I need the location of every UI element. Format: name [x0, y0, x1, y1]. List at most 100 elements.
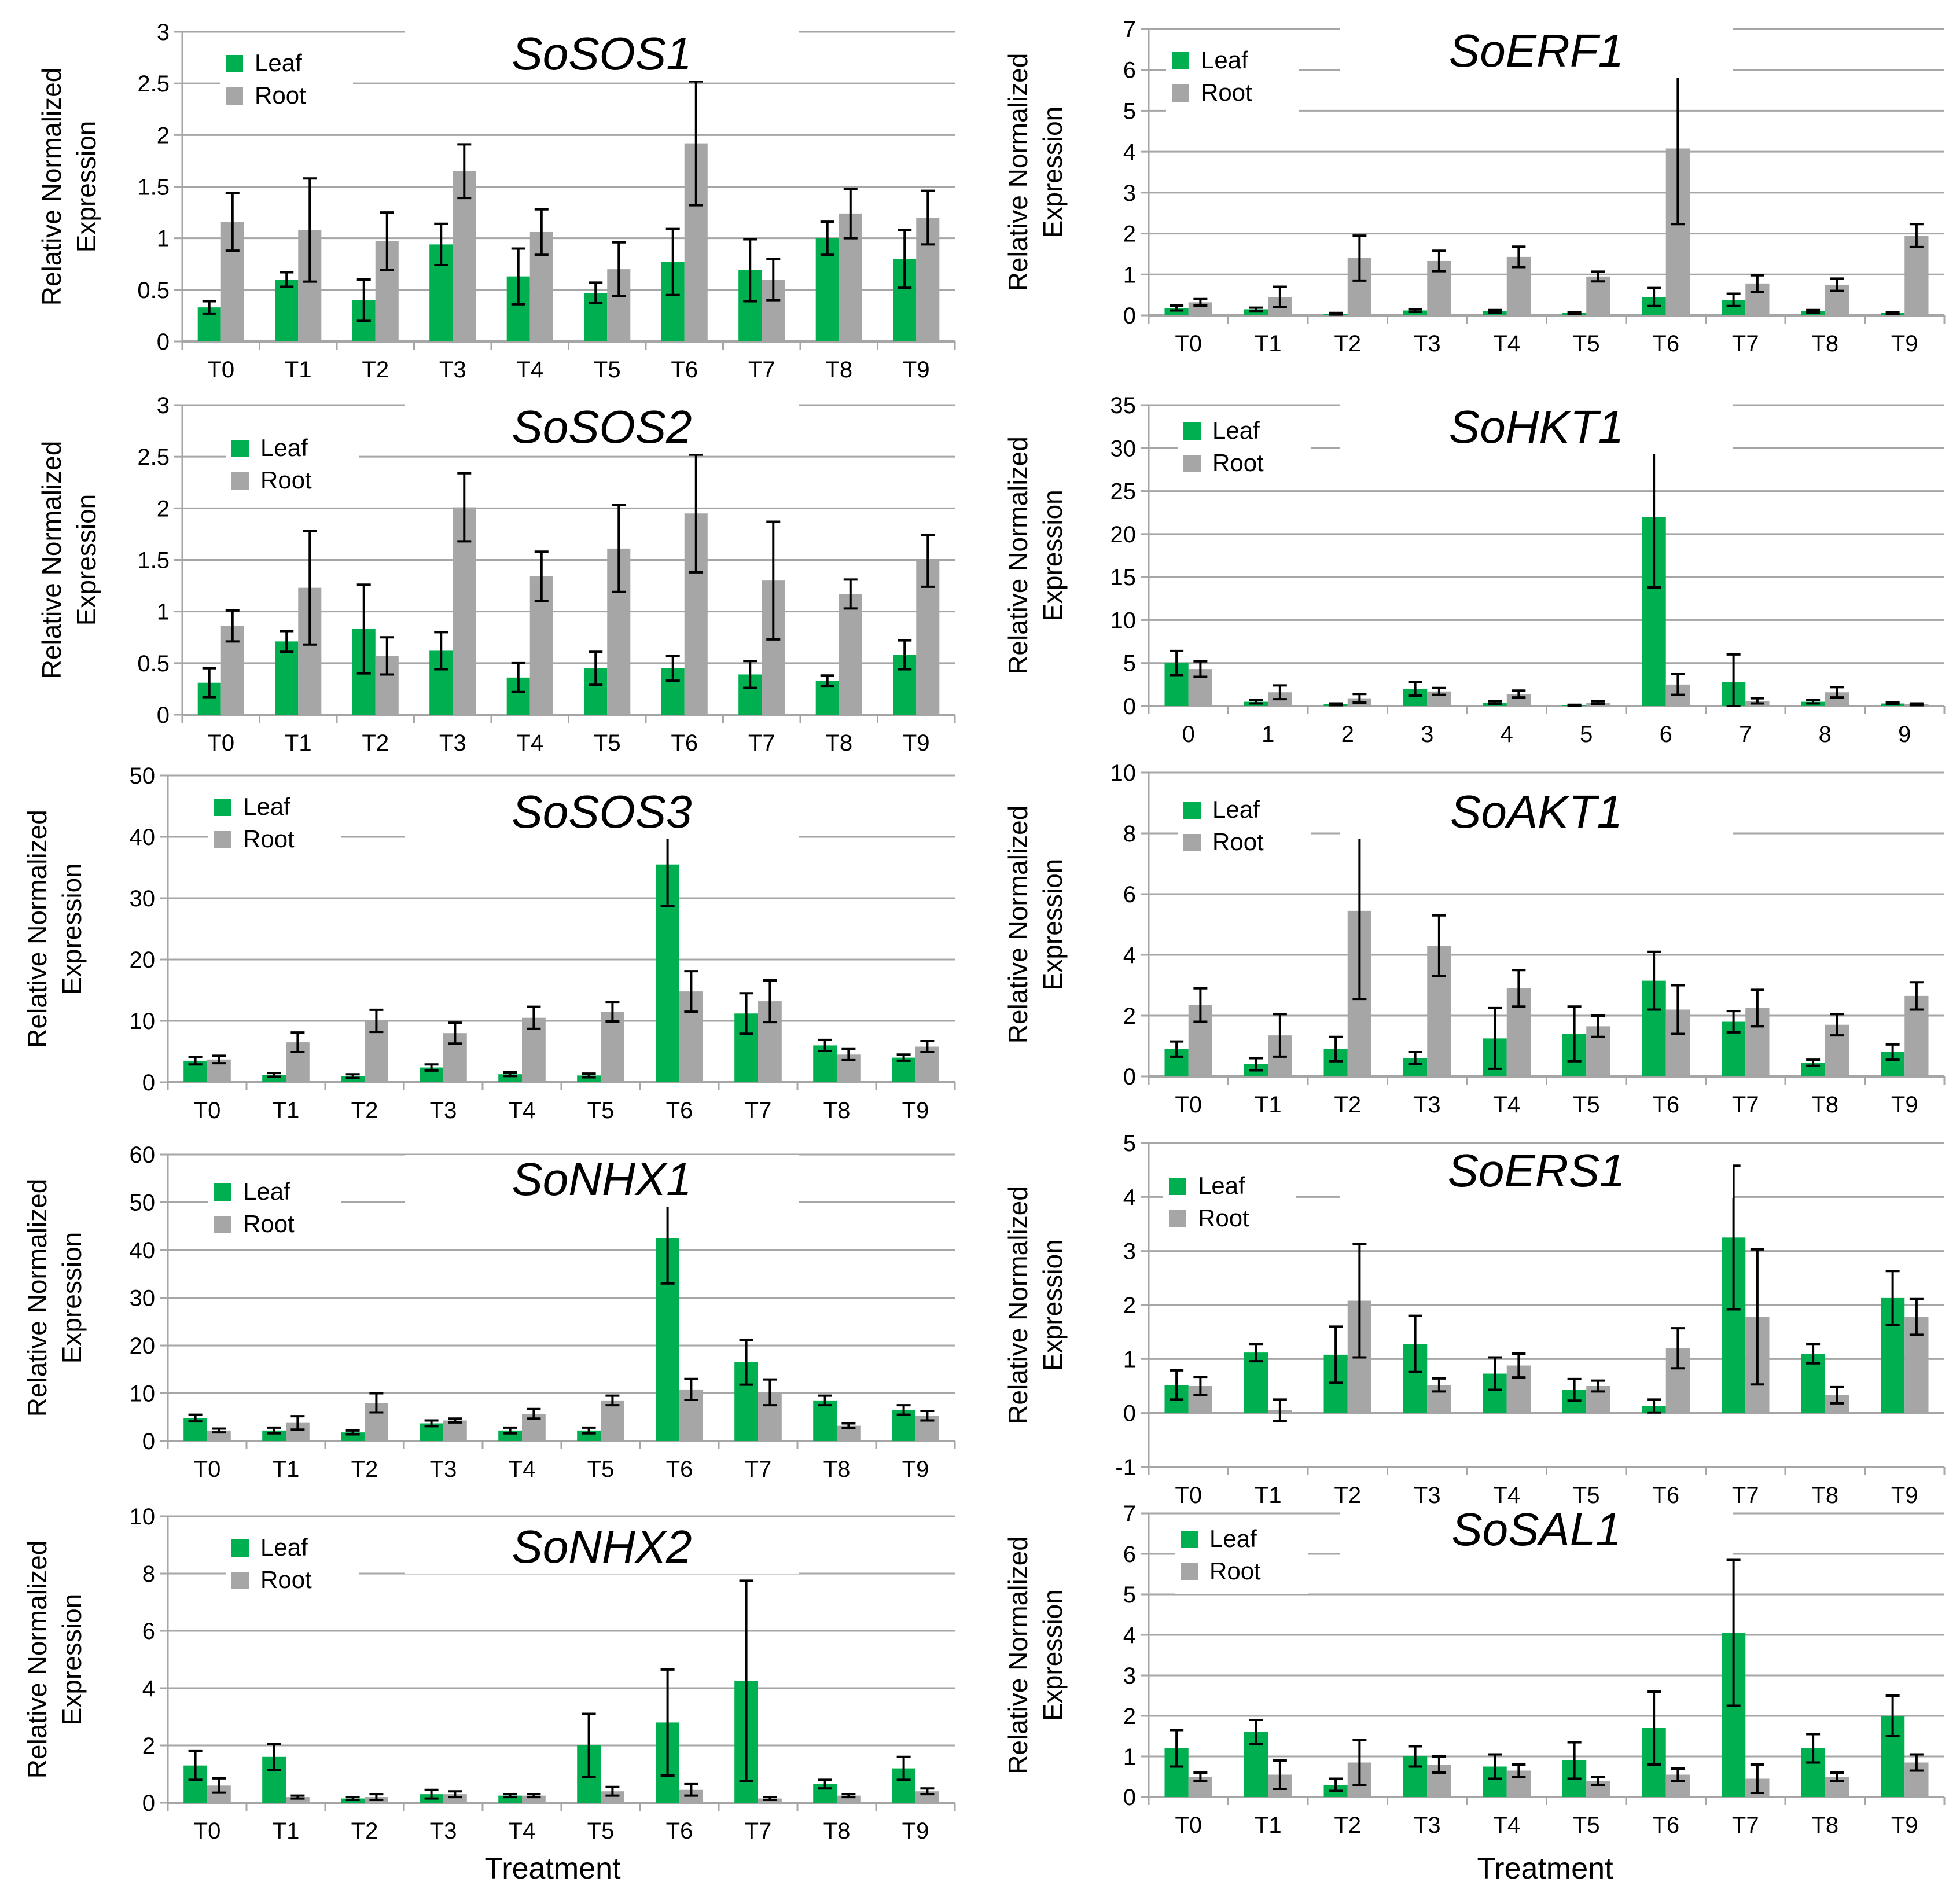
legend-swatch-leaf	[1183, 802, 1201, 819]
x-tick-label: T1	[273, 1818, 300, 1844]
x-tick-label: T2	[1334, 1813, 1361, 1838]
y-tick-label: 15	[1110, 565, 1137, 590]
title-background	[1340, 26, 1733, 78]
x-tick-label: T8	[825, 357, 852, 383]
y-tick-label: 5	[1123, 1582, 1136, 1608]
legend-label-leaf: Leaf	[243, 1178, 290, 1205]
legend-label-root: Root	[1212, 828, 1264, 855]
y-tick-label: 0	[1123, 694, 1136, 719]
x-tick-label: T5	[1573, 1483, 1600, 1508]
x-tick-label: T9	[1891, 1813, 1918, 1838]
x-tick-label: T7	[745, 1098, 772, 1123]
x-tick-label: T5	[587, 1098, 615, 1123]
title-background	[405, 1522, 799, 1574]
x-tick-label: T3	[430, 1457, 457, 1482]
x-tick-label: T8	[823, 1098, 851, 1123]
x-tick-label: T1	[273, 1098, 300, 1123]
bar-root-t3	[443, 1420, 467, 1441]
bar-root-t5	[601, 1791, 624, 1803]
legend-swatch-leaf	[1181, 1531, 1198, 1548]
y-tick-label: 3	[157, 393, 170, 418]
title-background	[1340, 402, 1733, 454]
chart-title: SoSOS2	[512, 401, 692, 453]
y-axis-title-line2: Expression	[1038, 1589, 1068, 1721]
y-tick-label: 2.5	[137, 444, 170, 470]
x-tick-label: T0	[194, 1098, 221, 1123]
x-tick-label: T2	[1334, 1483, 1361, 1508]
bar-root-t1	[286, 1797, 310, 1803]
chart-soakt1: 0 2 4 6 8 10 T0 T1 T2 T3 T4 T5 T6 T7 T8 T9 Leaf Root SoAKT…	[1003, 760, 1946, 1118]
y-tick-label: 20	[1110, 522, 1137, 547]
x-tick-label: T6	[671, 730, 698, 756]
x-tick-label: T1	[1255, 331, 1282, 356]
x-tick-label: 6	[1660, 722, 1672, 747]
y-tick-label: 50	[130, 1190, 156, 1216]
legend-label-root: Root	[243, 825, 295, 852]
y-tick-label: 60	[130, 1142, 156, 1168]
x-tick-label: T3	[430, 1818, 457, 1844]
x-tick-label: T7	[1732, 331, 1759, 356]
legend-label-leaf: Leaf	[243, 793, 290, 820]
x-tick-label: T5	[1573, 331, 1600, 356]
legend-label-root: Root	[255, 82, 306, 109]
y-tick-label: 5	[1123, 651, 1136, 677]
chart-sosos1: 0 0.5 1 1.5 2 2.5 3 T0 T1 T2 T3 T4 T5 T6 T7 T8 T9 Leaf Roo…	[36, 20, 956, 383]
title-background	[1340, 787, 1733, 839]
chart-soers1: -1 0 1 2 3 4 5 T0 T1 T2 T3 T4 T5 T6 T7 T8 T9 Leaf Root SoER…	[1003, 1131, 1946, 1508]
y-tick-label: 40	[130, 1238, 156, 1263]
x-tick-label: T8	[1811, 1813, 1838, 1838]
x-tick-label: T2	[1334, 1092, 1361, 1118]
y-axis-title-line2: Expression	[1038, 490, 1068, 622]
y-tick-label: 6	[1123, 882, 1136, 907]
legend-label-leaf: Leaf	[260, 434, 308, 461]
x-tick-label: T6	[1652, 1813, 1679, 1838]
y-tick-label: 2	[1123, 1704, 1136, 1729]
x-tick-label: T3	[439, 357, 466, 383]
y-tick-label: 2.5	[137, 71, 170, 97]
y-tick-label: 20	[130, 1333, 156, 1359]
y-tick-label: 0	[157, 329, 170, 355]
y-axis-title-line1: Relative Normalized	[1003, 806, 1033, 1044]
x-tick-label: T3	[1414, 1092, 1441, 1118]
legend-label-leaf: Leaf	[255, 49, 302, 76]
legend-swatch-root	[1169, 1210, 1186, 1227]
legend-swatch-leaf	[1183, 422, 1201, 440]
y-axis-title-line2: Expression	[1038, 106, 1068, 238]
x-tick-label: T5	[587, 1818, 615, 1844]
x-axis-title-left: Treatment	[484, 1852, 621, 1885]
x-tick-label: T2	[351, 1818, 378, 1844]
y-tick-label: 8	[142, 1561, 155, 1587]
x-tick-label: T9	[902, 1457, 929, 1482]
bar-root-t5	[1586, 276, 1610, 315]
y-tick-label: 6	[1123, 58, 1136, 83]
x-tick-label: T1	[285, 730, 312, 756]
y-tick-label: 1.5	[137, 175, 170, 200]
x-tick-label: T5	[1573, 1092, 1600, 1118]
x-tick-label: T4	[509, 1818, 536, 1844]
x-tick-label: T5	[594, 357, 621, 383]
x-tick-label: 7	[1739, 722, 1752, 747]
y-tick-label: 0.5	[137, 278, 170, 303]
x-tick-label: T5	[1573, 1813, 1600, 1838]
x-tick-label: 4	[1501, 722, 1513, 747]
legend-swatch-leaf	[226, 55, 243, 72]
y-axis-title-line1: Relative Normalized	[36, 68, 67, 306]
y-tick-label: 3	[1123, 1239, 1136, 1265]
x-tick-label: T3	[430, 1098, 457, 1123]
legend-swatch-leaf	[214, 1183, 231, 1201]
y-tick-label: 25	[1110, 479, 1137, 505]
title-background	[405, 402, 799, 454]
x-tick-label: T1	[1255, 1092, 1282, 1118]
y-tick-label: 5	[1123, 98, 1136, 124]
x-tick-label: T5	[594, 730, 621, 756]
x-tick-label: T9	[903, 730, 930, 756]
y-tick-label: 0	[142, 1070, 155, 1096]
y-axis-title-line2: Expression	[1038, 859, 1068, 991]
x-tick-label: 8	[1819, 722, 1832, 747]
x-tick-label: T6	[666, 1818, 693, 1844]
y-tick-label: 1	[157, 600, 170, 625]
legend-swatch-leaf	[1172, 52, 1189, 69]
x-tick-label: T7	[745, 1818, 772, 1844]
legend-swatch-root	[231, 1572, 249, 1589]
